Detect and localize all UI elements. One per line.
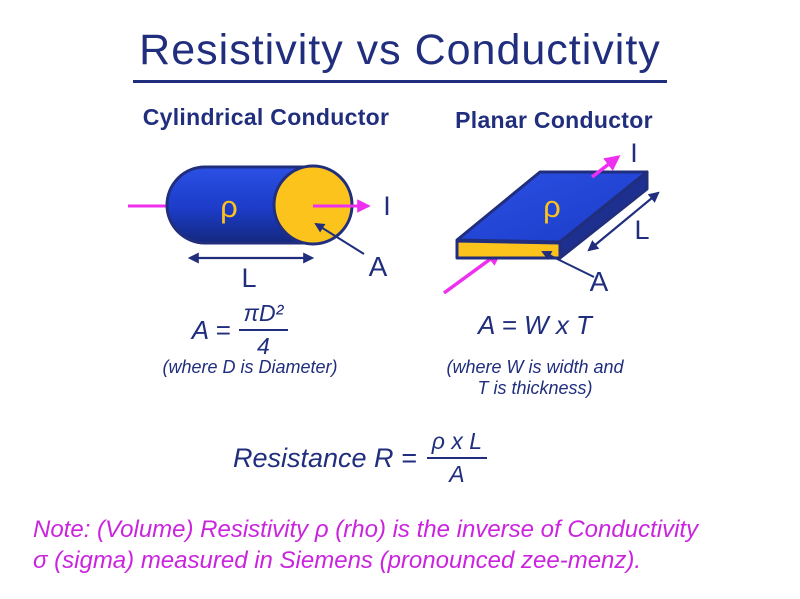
fraction-denominator: 4 (256, 333, 270, 359)
planar-note-line1: (where W is width and (446, 357, 624, 377)
cylinder-area-label: A (369, 251, 388, 282)
footnote-line1: Note: (Volume) Resistivity ρ (rho) is th… (33, 516, 699, 543)
planar-rho-label: ρ (543, 189, 561, 224)
planar-diagram: ρ I L A (442, 138, 660, 297)
footnote: Note: (Volume) Resistivity ρ (rho) is th… (33, 514, 783, 576)
planar-note-line2: T is thickness) (477, 378, 593, 398)
planar-area-note: (where W is width and T is thickness) (420, 357, 650, 399)
cylinder-area-note: (where D is Diameter) (162, 357, 338, 377)
page-title: Resistivity vs Conductivity (133, 26, 667, 83)
planar-area-formula: A = W x T (478, 310, 592, 340)
planar-heading: Planar Conductor (455, 107, 653, 133)
cylinder-rho-label: ρ (220, 189, 238, 224)
cylinder-diagram: ρ I L A (128, 164, 391, 293)
planar-area-callout-arrow (541, 251, 595, 278)
resistance-fraction: ρ x L A (426, 428, 488, 488)
resistance-formula: Resistance R = ρ x L A (210, 428, 510, 488)
planar-current-out-arrow (590, 155, 621, 179)
planar-current-label: I (630, 138, 638, 168)
cylinder-heading: Cylindrical Conductor (142, 104, 390, 130)
formula-lhs: A = (191, 314, 231, 345)
cylinder-area-formula: A = πD² 4 (150, 300, 330, 360)
title-wrap: Resistivity vs Conductivity (0, 26, 800, 83)
area-callout-arrow (314, 222, 365, 255)
planar-length-label: L (634, 215, 649, 245)
footnote-line2: σ (sigma) measured in Siemens (pronounce… (33, 547, 642, 574)
slab-front-face (455, 239, 562, 260)
cylinder-body (165, 165, 315, 245)
resistance-fraction-denominator: A (449, 461, 465, 487)
fraction: πD² 4 (238, 300, 289, 360)
cylinder-current-label: I (383, 191, 391, 221)
cylinder-length-label: L (241, 263, 256, 293)
fraction-numerator: πD² (238, 300, 289, 331)
resistance-formula-lhs: Resistance R = (232, 442, 417, 473)
planar-area-label: A (590, 266, 609, 297)
resistance-fraction-numerator: ρ x L (426, 428, 488, 459)
planar-length-dimension-arrow (587, 191, 660, 252)
